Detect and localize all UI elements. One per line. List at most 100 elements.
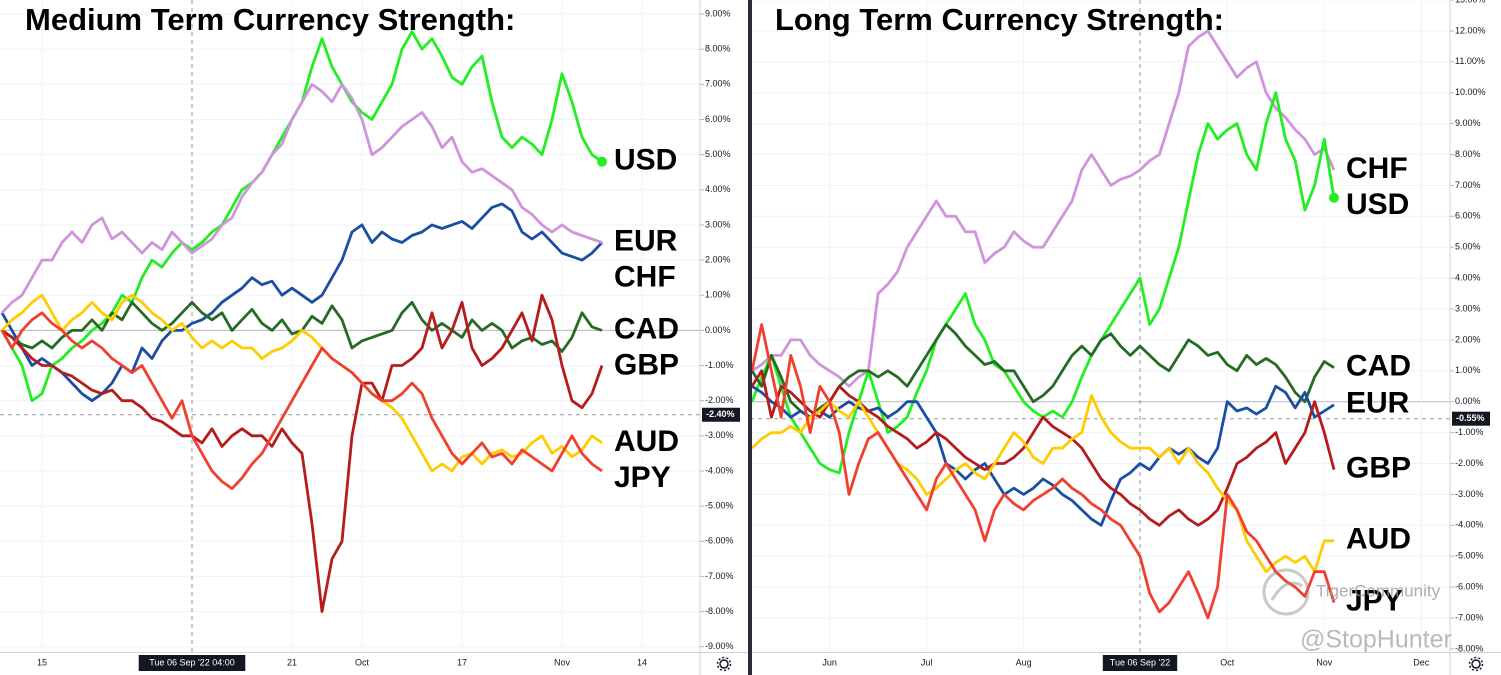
y-tick-label: -5.00% [1455, 551, 1484, 561]
y-tick-label: -2.00% [705, 395, 734, 405]
y-tick-label: 6.00% [1455, 211, 1481, 221]
series-label: JPY [1346, 584, 1403, 617]
series-label: CAD [1346, 350, 1411, 383]
chart-title: Long Term Currency Strength: [775, 2, 1224, 37]
y-tick-label: -7.00% [705, 571, 734, 581]
gear [1471, 659, 1481, 669]
y-tick-label: -2.00% [1455, 458, 1484, 468]
x-tick-label: Jul [921, 657, 933, 667]
y-tick-label: -3.00% [705, 430, 734, 440]
series-label: USD [614, 144, 677, 177]
series-line [750, 323, 1335, 419]
watermark: @StopHunter [1300, 626, 1452, 654]
series-label: GBP [1346, 452, 1411, 485]
y-tick-label: 5.00% [705, 149, 731, 159]
chart-title: Medium Term Currency Strength: [25, 2, 515, 37]
series-label: EUR [614, 224, 678, 257]
x-tick-label: Nov [1316, 657, 1333, 667]
y-tick-label: 9.00% [1455, 118, 1481, 128]
series-label: GBP [614, 348, 679, 381]
crosshair-y-badge [1452, 411, 1490, 426]
y-tick-label: -6.00% [705, 536, 734, 546]
y-tick-label: 10.00% [1455, 87, 1486, 97]
gear-teeth [716, 656, 732, 672]
y-tick-label: -9.00% [705, 641, 734, 651]
y-tick-label: 4.00% [1455, 272, 1481, 282]
series-label: USD [1346, 188, 1409, 221]
y-tick-label: 11.00% [1455, 56, 1485, 66]
y-tick-label: 8.00% [705, 44, 731, 54]
series-label: JPY [614, 461, 671, 494]
crosshair-y-badge [702, 407, 740, 422]
crosshair-y-label: -0.55% [1456, 413, 1485, 423]
series-line [1, 293, 604, 613]
series-label: EUR [1346, 387, 1410, 420]
series-line [751, 384, 1335, 527]
x-tick-label: 21 [287, 657, 297, 667]
y-tick-label: -6.00% [1455, 581, 1484, 591]
y-tick-label: -7.00% [1455, 612, 1484, 622]
y-tick-label: -1.00% [1455, 427, 1484, 437]
series-label: AUD [1346, 523, 1411, 556]
series-line [751, 29, 1336, 388]
y-tick-label: -4.00% [1455, 520, 1484, 530]
series-label: CHF [614, 260, 676, 293]
series-label: AUD [614, 425, 679, 458]
gear [719, 659, 729, 669]
y-tick-label: -8.00% [1455, 643, 1484, 653]
x-tick-label: Jun [822, 657, 837, 667]
y-tick-label: 12.00% [1455, 25, 1486, 35]
y-tick-label: 2.00% [1455, 334, 1481, 344]
y-tick-label: -8.00% [705, 606, 734, 616]
crosshair-x-badge [138, 655, 246, 671]
y-tick-label: 4.00% [705, 184, 731, 194]
y-tick-label: 3.00% [1455, 303, 1481, 313]
y-tick-label: 9.00% [705, 8, 731, 18]
y-tick-label: -5.00% [705, 501, 734, 511]
y-tick-label: 3.00% [705, 219, 731, 229]
y-tick-label: 7.00% [1455, 180, 1481, 190]
x-tick-label: Nov [554, 657, 571, 667]
crosshair-y-label: -2.40% [706, 409, 735, 419]
end-marker [1329, 192, 1339, 203]
y-tick-label: 6.00% [705, 114, 731, 124]
y-tick-label: 13.00% [1455, 0, 1486, 4]
settings-icon[interactable] [1468, 656, 1484, 672]
crosshair-x-badge [1102, 655, 1178, 671]
logo-swoosh [1270, 581, 1303, 601]
y-tick-label: -4.00% [705, 465, 734, 475]
series-label: CAD [614, 312, 679, 345]
watermark: TigerCommunity [1316, 581, 1441, 600]
series-line [0, 83, 603, 314]
y-tick-label: -1.00% [705, 360, 734, 370]
x-tick-label: 15 [37, 657, 47, 667]
series-line [0, 293, 603, 473]
series-line [750, 323, 1336, 620]
y-tick-label: 7.00% [705, 79, 731, 89]
y-tick-label: 8.00% [1455, 149, 1481, 159]
x-tick-label: Oct [355, 657, 370, 667]
y-tick-label: 0.00% [705, 325, 731, 335]
y-tick-label: 1.00% [705, 290, 731, 300]
series-line [750, 369, 1336, 527]
x-tick-label: 17 [457, 657, 467, 667]
x-tick-label: Oct [1220, 657, 1235, 667]
crosshair-x-label: Tue 06 Sep '22 [1110, 657, 1170, 667]
series-line [0, 311, 603, 490]
end-marker [597, 156, 607, 167]
y-tick-label: 0.00% [1455, 396, 1481, 406]
gear-teeth [1468, 656, 1484, 672]
crosshair-x-label: Tue 06 Sep '22 04:00 [149, 657, 234, 667]
y-tick-label: -3.00% [1455, 489, 1484, 499]
y-tick-label: 5.00% [1455, 242, 1481, 252]
x-tick-label: Dec [1413, 657, 1430, 667]
y-tick-label: 2.00% [705, 254, 731, 264]
x-tick-label: 14 [637, 657, 647, 667]
watermark-logo [1262, 568, 1310, 616]
panel-divider [748, 0, 752, 675]
logo-ring [1262, 568, 1310, 616]
settings-icon[interactable] [716, 656, 732, 672]
y-tick-label: 1.00% [1455, 365, 1481, 375]
